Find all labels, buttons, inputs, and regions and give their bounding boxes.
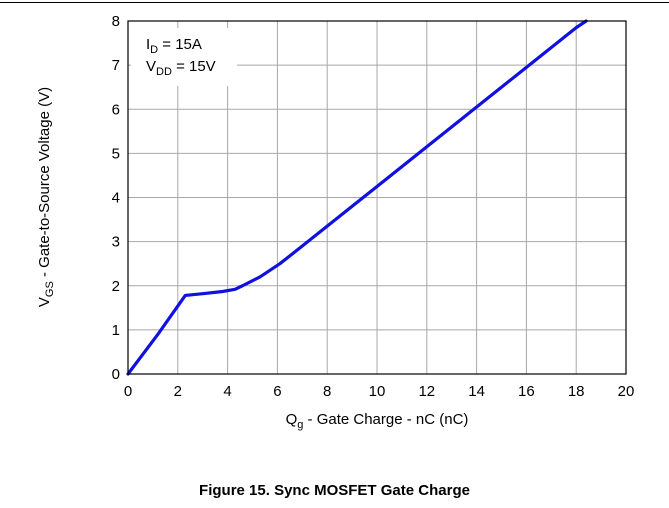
y-axis-label: VGS - Gate-to-Source Voltage (V) (36, 87, 56, 307)
y-tick-label: 2 (112, 278, 120, 295)
annotation-background (131, 28, 237, 86)
x-tick-label: 14 (468, 383, 485, 400)
top-rule (0, 2, 669, 3)
x-tick-label: 10 (369, 383, 386, 400)
x-tick-label: 2 (174, 383, 182, 400)
series-layer (126, 19, 588, 376)
grid (128, 21, 626, 374)
x-axis-label: Qg - Gate Charge - nC (nC) (286, 411, 469, 431)
x-tick-label: 12 (418, 383, 435, 400)
y-tick-label: 6 (112, 101, 120, 118)
figure-caption: Figure 15. Sync MOSFET Gate Charge (199, 482, 470, 499)
x-tick-label: 18 (568, 383, 585, 400)
x-tick-label: 16 (518, 383, 535, 400)
x-tick-label: 20 (618, 383, 635, 400)
y-tick-label: 7 (112, 57, 120, 74)
x-tick-label: 6 (273, 383, 281, 400)
x-tick-label: 0 (124, 383, 132, 400)
plot-frame (127, 20, 627, 375)
y-tick-label: 8 (112, 13, 120, 30)
annotation-line: ID = 15A (146, 36, 202, 56)
y-tick-label: 4 (112, 190, 120, 207)
annotation-line: VDD = 15V (146, 58, 216, 78)
y-tick-label: 0 (112, 366, 120, 383)
gate-charge-curve (126, 19, 588, 376)
x-tick-label: 8 (323, 383, 331, 400)
x-tick-label: 4 (223, 383, 231, 400)
y-tick-label: 5 (112, 145, 120, 162)
y-tick-label: 3 (112, 234, 120, 251)
y-tick-label: 1 (112, 322, 120, 339)
